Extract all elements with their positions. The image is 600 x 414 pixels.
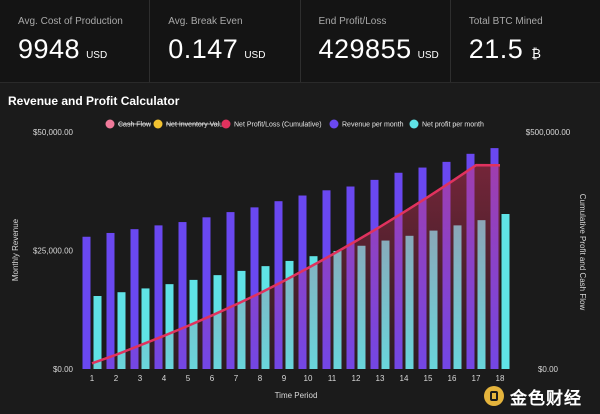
bar-revenue bbox=[82, 236, 91, 369]
x-tick-label: 9 bbox=[282, 374, 287, 383]
stat-label: Avg. Break Even bbox=[168, 16, 243, 27]
bar-net-profit bbox=[501, 214, 510, 369]
stat-value: 429855 bbox=[318, 34, 412, 64]
x-tick-label: 15 bbox=[424, 374, 433, 383]
watermark: 金色财经 bbox=[484, 384, 582, 408]
bar-net-profit bbox=[141, 288, 150, 369]
cumulative-profit-area bbox=[92, 165, 500, 369]
x-tick-label: 1 bbox=[90, 374, 95, 383]
y2-tick-label: $500,000.00 bbox=[526, 128, 571, 137]
stat-label: Avg. Cost of Production bbox=[18, 16, 123, 27]
legend-swatch bbox=[329, 119, 339, 129]
bar-revenue bbox=[226, 212, 235, 369]
stats-bar: Avg. Cost of Production 9948 USD Avg. Bre… bbox=[0, 0, 600, 83]
x-tick-label: 18 bbox=[496, 374, 505, 383]
x-tick-label: 10 bbox=[304, 374, 313, 383]
x-tick-label: 16 bbox=[448, 374, 457, 383]
stat-unit: USD bbox=[417, 50, 439, 61]
legend-swatch bbox=[153, 119, 163, 129]
stat-unit: USD bbox=[86, 50, 108, 61]
chart-lines bbox=[91, 163, 501, 369]
bar-net-profit bbox=[117, 292, 126, 369]
bar-revenue bbox=[202, 217, 211, 369]
y-tick-label: $50,000.00 bbox=[33, 128, 74, 137]
bitcoin-icon: ₿ bbox=[531, 46, 541, 61]
stat-avg-cost: Avg. Cost of Production 9948 USD bbox=[0, 0, 151, 82]
x-axis-label: Time Period bbox=[275, 391, 318, 400]
bar-revenue bbox=[130, 229, 139, 369]
y2-tick-label: $0.00 bbox=[538, 365, 559, 374]
x-tick-label: 17 bbox=[472, 374, 481, 383]
legend-swatch bbox=[221, 119, 231, 129]
stat-avg-break-even: Avg. Break Even 0.147 USD bbox=[150, 0, 301, 82]
y-axis-label: Monthly Revenue bbox=[11, 218, 20, 281]
legend-swatch bbox=[105, 119, 115, 129]
bar-net-profit bbox=[93, 296, 102, 369]
x-tick-label: 13 bbox=[376, 374, 385, 383]
bar-revenue bbox=[106, 232, 115, 369]
legend-item: Net profit per month bbox=[422, 122, 484, 129]
stat-label: Total BTC Mined bbox=[468, 16, 543, 27]
legend-item: Net Profit/Loss (Cumulative) bbox=[234, 122, 322, 129]
x-tick-label: 11 bbox=[328, 374, 337, 383]
y-tick-label: $25,000.00 bbox=[33, 247, 74, 256]
legend-item: Revenue per month bbox=[342, 122, 404, 129]
watermark-text: 金色财经 bbox=[510, 388, 582, 408]
chart-title: Revenue and Profit Calculator bbox=[8, 94, 180, 108]
stat-unit: USD bbox=[244, 50, 266, 61]
legend-swatch bbox=[409, 119, 419, 129]
legend-item: Cash Flow bbox=[118, 122, 152, 129]
stat-end-profit: End Profit/Loss 429855 USD bbox=[301, 0, 451, 82]
bar-revenue bbox=[178, 222, 187, 369]
x-tick-label: 7 bbox=[234, 374, 239, 383]
bar-revenue bbox=[154, 225, 163, 369]
stat-label: End Profit/Loss bbox=[318, 16, 387, 27]
legend-item: Net Inventory Value bbox=[166, 122, 227, 129]
chart-axes: $0.00 $25,000.00 $50,000.00 $0.00 $500,000.0… bbox=[11, 128, 587, 400]
stat-total-btc: Total BTC Mined 21.5 ₿ bbox=[451, 0, 600, 82]
stat-value: 9948 bbox=[18, 34, 81, 64]
x-tick-label: 3 bbox=[138, 374, 143, 383]
y2-axis-label: Cumulative Profit and Cash Flow bbox=[578, 194, 587, 311]
stat-value: 21.5 bbox=[468, 34, 524, 64]
x-tick-label: 12 bbox=[352, 374, 361, 383]
y-tick-label: $0.00 bbox=[53, 365, 74, 374]
x-tick-label: 4 bbox=[162, 374, 167, 383]
bar-revenue bbox=[250, 207, 259, 369]
x-tick-label: 5 bbox=[186, 374, 191, 383]
x-tick-label: 14 bbox=[400, 374, 409, 383]
bar-net-profit bbox=[165, 284, 174, 369]
x-tick-label: 6 bbox=[210, 374, 215, 383]
chart-legend: Cash Flow Net Inventory Value Net Profit/L… bbox=[105, 119, 484, 129]
stat-value: 0.147 bbox=[168, 34, 239, 64]
jinse-logo-icon bbox=[484, 386, 504, 406]
x-tick-label: 2 bbox=[114, 374, 119, 383]
cumulative-profit-line bbox=[91, 163, 501, 365]
x-tick-label: 8 bbox=[258, 374, 263, 383]
